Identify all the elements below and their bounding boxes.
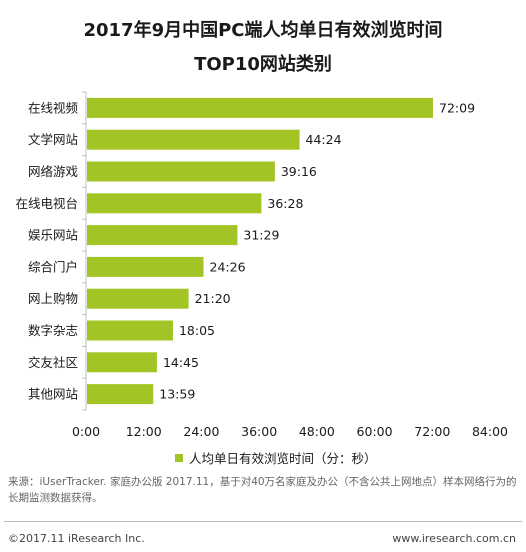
bar-value-label: 14:45: [163, 355, 199, 370]
x-tick-label: 24:00: [183, 424, 219, 439]
bar-value-label: 13:59: [159, 387, 195, 402]
category-label: 交友社区: [28, 355, 78, 370]
legend-swatch: [175, 453, 183, 462]
x-tick-label: 72:00: [414, 424, 450, 439]
x-tick-label: 84:00: [472, 424, 508, 439]
category-label: 文学网站: [28, 132, 78, 147]
bar: [87, 161, 275, 182]
x-tick-label: 48:00: [299, 424, 335, 439]
category-label: 网上购物: [28, 291, 78, 306]
bar-value-label: 21:20: [195, 291, 231, 306]
bar: [87, 129, 300, 150]
bar-value-label: 31:29: [243, 228, 279, 243]
bar-value-label: 18:05: [179, 323, 215, 338]
legend: 人均单日有效浏览时间（分：秒）: [175, 448, 377, 467]
bar-value-label: 44:24: [306, 132, 342, 147]
bar-value-label: 36:28: [267, 196, 303, 211]
category-label: 在线视频: [28, 100, 79, 115]
bar: [87, 352, 157, 373]
chart-title-line-1: 2017年9月中国PC端人均单日有效浏览时间: [83, 20, 443, 41]
x-tick-label: 12:00: [126, 424, 162, 439]
bar-value-label: 72:09: [439, 100, 475, 115]
bar-value-label: 24:26: [210, 259, 246, 274]
copyright-text: ©2017.11 iResearch Inc.: [8, 532, 145, 545]
source-note: 来源：iUserTracker. 家庭办公版 2017.11，基于对40万名家庭…: [8, 476, 517, 504]
bar: [87, 225, 238, 246]
x-tick-label: 36:00: [241, 424, 277, 439]
bar: [87, 256, 204, 277]
category-label: 在线电视台: [15, 196, 78, 211]
x-tick-label: 60:00: [357, 424, 393, 439]
bar: [87, 97, 434, 118]
bar: [87, 320, 173, 341]
website-text: www.iresearch.com.cn: [392, 532, 516, 545]
category-label: 娱乐网站: [28, 228, 78, 243]
category-label: 网络游戏: [28, 164, 78, 179]
bar-value-label: 39:16: [281, 164, 317, 179]
bar: [87, 288, 189, 309]
category-label: 其他网站: [28, 387, 78, 402]
footer-divider: [4, 521, 522, 522]
legend-label: 人均单日有效浏览时间（分：秒）: [189, 451, 377, 466]
chart-title-line-2: TOP10网站类别: [194, 54, 332, 75]
category-label: 数字杂志: [28, 323, 78, 338]
bar: [87, 384, 154, 405]
x-tick-label: 0:00: [72, 424, 100, 439]
category-label: 综合门户: [28, 259, 78, 274]
bar: [87, 193, 262, 214]
